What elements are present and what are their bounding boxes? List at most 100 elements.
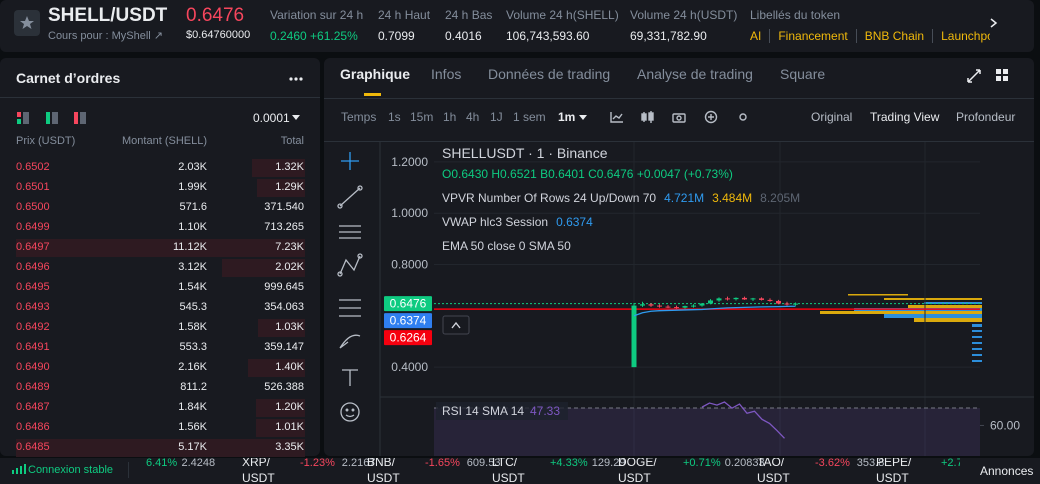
candle-body <box>742 297 747 300</box>
pair: SHELL/USDT <box>48 5 168 26</box>
token-tag[interactable]: Launchpool <box>941 29 990 43</box>
indicator: VWAP hlc3 Session 0.6374 <box>442 215 593 229</box>
price-badge <box>384 313 432 329</box>
ask-total: 1.40K <box>275 361 304 373</box>
depth-bar <box>256 419 305 437</box>
precision[interactable]: 0.0001 <box>253 111 290 125</box>
ask-amount: 2.03K <box>178 161 207 173</box>
divider <box>128 462 129 478</box>
tab[interactable]: Infos <box>431 66 462 82</box>
interval[interactable]: 1h <box>443 110 457 124</box>
ticker-quote[interactable]: USDT <box>618 471 651 484</box>
depth-bar <box>222 259 305 277</box>
dropdown-caret[interactable] <box>292 115 300 121</box>
ask-price: 0.6486 <box>16 421 50 433</box>
ticker-base[interactable]: DOGE/ <box>618 458 657 469</box>
subtitle[interactable]: Cours pour : MyShell ↗ <box>48 30 163 42</box>
rsi-value: 47.33 <box>530 404 560 418</box>
indicator-label: VPVR Number Of Rows 24 Up/Down 70 <box>442 191 656 205</box>
chart-view[interactable]: Profondeur <box>956 110 1016 124</box>
candle-body <box>750 298 756 300</box>
ask-total: 1.20K <box>275 401 304 413</box>
depth-bar <box>16 239 305 257</box>
interval[interactable]: 15m <box>410 110 434 124</box>
ticker-quote[interactable]: USDT <box>367 471 400 484</box>
ticker-strip: 6.41% 2.4248 XRP/USDT -1.23% 2.2167 BNB/USDT -… <box>130 458 960 484</box>
tab[interactable]: Graphique <box>340 66 411 82</box>
ticker-change: -1.23% <box>300 458 335 469</box>
view-switch[interactable] <box>17 112 87 124</box>
ask-price: 0.6496 <box>16 261 50 273</box>
depth-bar <box>257 179 305 197</box>
ask-amount: 811.2 <box>180 381 207 393</box>
interval[interactable]: 4h <box>466 110 480 124</box>
ticker-base[interactable]: LTC/ <box>492 458 518 469</box>
ask-price: 0.6501 <box>16 181 50 193</box>
collapse-box <box>442 315 470 335</box>
ask-amount: 5.17K <box>178 441 207 453</box>
connection-status: Connexion stable <box>28 464 114 476</box>
signal-icon <box>12 464 26 474</box>
collapse-arrow <box>451 321 461 329</box>
ticker-base[interactable]: BNB/ <box>367 458 396 469</box>
tab[interactable]: Square <box>780 66 826 82</box>
token-tag[interactable]: BNB Chain <box>864 29 934 43</box>
ask-price: 0.6495 <box>16 281 50 293</box>
ticker-change: +4.33% <box>550 458 588 469</box>
chart-view[interactable]: Trading View <box>870 110 940 124</box>
ask-price: 0.6490 <box>16 361 50 373</box>
chart-view[interactable]: Original <box>811 110 853 124</box>
ticker-base[interactable]: XRP/ <box>242 458 271 469</box>
token-tag[interactable]: Financement <box>778 29 857 43</box>
ask-total: 713.265 <box>264 221 304 233</box>
y-tick-label: 1.2000 <box>391 155 428 169</box>
ask-price: 0.6499 <box>16 221 50 233</box>
price-badge <box>384 296 432 312</box>
y-tick-label: 1.0000 <box>391 206 428 220</box>
order-book-title: Carnet d’ordres <box>16 70 121 86</box>
ticker-price: 0.20833 <box>724 458 765 469</box>
ticker-base[interactable]: PEPE/ <box>876 458 912 469</box>
indicator-value: 3.484M <box>712 191 752 205</box>
status-bar: Connexion stable 6.41% 2.4248 XRP/USDT -1.2… <box>0 458 1040 484</box>
stat-label: 24 h Bas <box>445 8 493 22</box>
ask-amount: 1.58K <box>178 321 207 333</box>
stat-label: Volume 24 h(SHELL) <box>506 8 619 22</box>
rsi-tick-label: 60.00 <box>990 418 1020 432</box>
candle-body <box>691 305 696 307</box>
more-arrow[interactable] <box>988 16 1000 30</box>
active-interval[interactable]: 1m <box>558 110 576 124</box>
ask-total: 354.063 <box>264 301 304 313</box>
column-header: Montant (SHELL) <box>122 135 207 147</box>
drawing-toolbar[interactable] <box>324 142 380 456</box>
dropdown-caret[interactable] <box>579 115 587 121</box>
panel-icons[interactable] <box>966 68 1010 84</box>
favorite-button[interactable] <box>14 10 40 36</box>
menu-dots[interactable] <box>288 76 304 82</box>
candle-body <box>648 304 654 306</box>
interval[interactable]: 1J <box>490 110 503 124</box>
chart-tools[interactable] <box>607 110 747 124</box>
ticker-quote[interactable]: USDT <box>876 471 909 484</box>
ask-price: 0.6491 <box>16 341 50 353</box>
interval[interactable]: 1 sem <box>513 110 546 124</box>
collapse-button[interactable] <box>442 315 470 335</box>
announcements[interactable]: Annonces <box>980 464 1034 478</box>
tags-label: Libellés du token <box>750 8 841 22</box>
tab[interactable]: Données de trading <box>488 66 611 82</box>
column-header: Total <box>280 135 304 147</box>
ask-total: 1.29K <box>275 181 304 193</box>
ticker-base[interactable]: TAO/ <box>757 458 785 469</box>
candle-body <box>716 298 722 301</box>
ask-amount: 1.84K <box>178 401 207 413</box>
tab[interactable]: Analyse de trading <box>637 66 753 82</box>
ticker-quote[interactable]: USDT <box>757 471 790 484</box>
ask-amount: 1.56K <box>178 421 207 433</box>
ask-total: 999.645 <box>264 281 304 293</box>
ticker-quote[interactable]: USDT <box>242 471 275 484</box>
token-tag[interactable]: AI <box>750 29 771 43</box>
ticker-quote[interactable]: USDT <box>492 471 525 484</box>
stat-label: Volume 24 h(USDT) <box>630 8 738 22</box>
candle-body <box>784 303 790 305</box>
interval[interactable]: 1s <box>388 110 401 124</box>
